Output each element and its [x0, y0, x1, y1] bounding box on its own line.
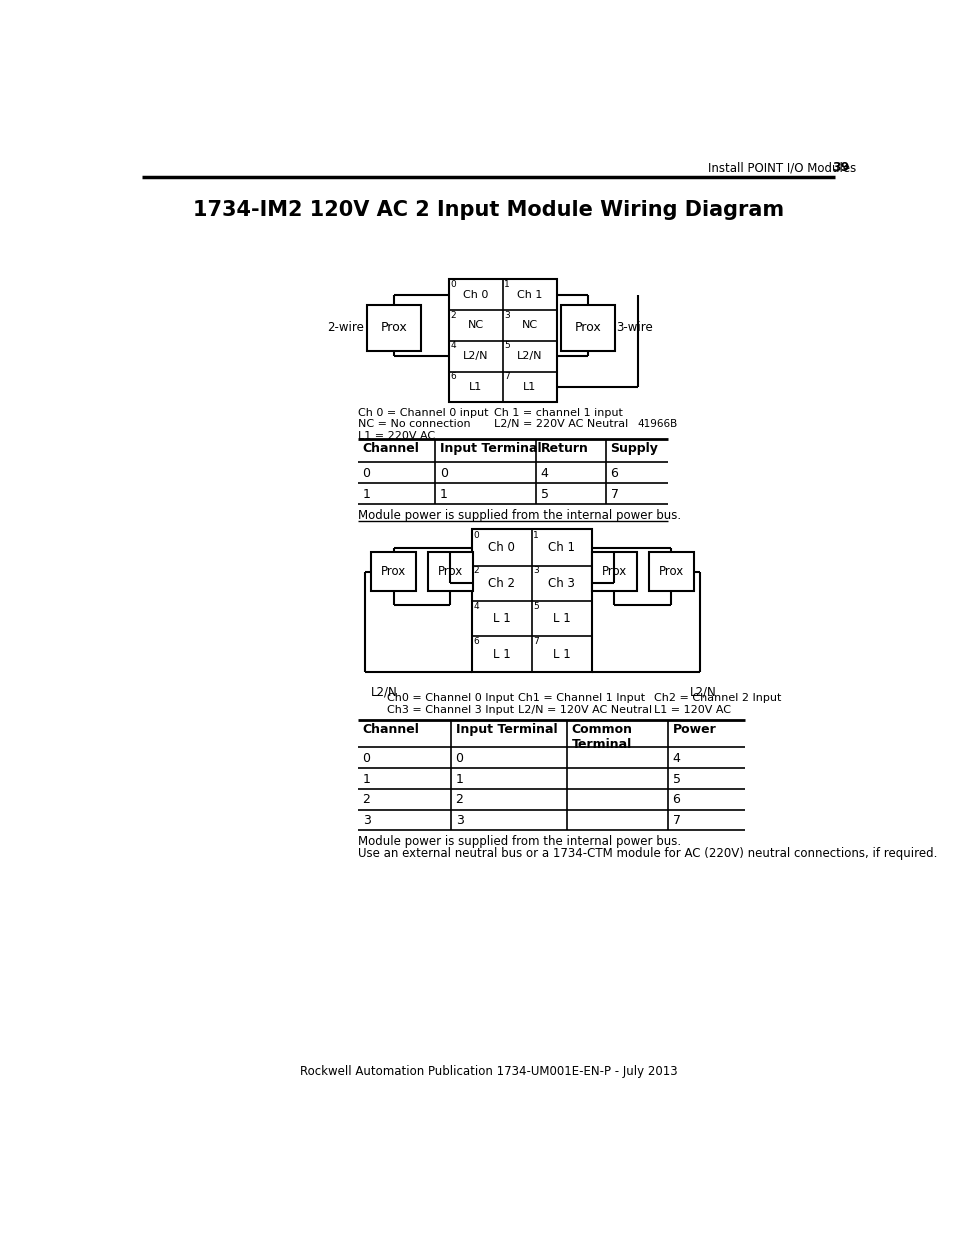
Text: 1: 1 [504, 280, 510, 289]
Text: 3-wire: 3-wire [616, 321, 652, 335]
Text: L1: L1 [469, 382, 482, 391]
Text: Use an external neutral bus or a 1734-CTM module for AC (220V) neutral connectio: Use an external neutral bus or a 1734-CT… [357, 846, 937, 860]
Text: L2/N: L2/N [517, 351, 542, 361]
Text: Ch 1 = channel 1 input: Ch 1 = channel 1 input [493, 408, 621, 417]
Text: 3: 3 [456, 814, 463, 827]
Text: Channel: Channel [362, 724, 419, 736]
Text: Ch 1: Ch 1 [547, 541, 575, 555]
Text: 2: 2 [473, 567, 478, 576]
Text: L2/N: L2/N [462, 351, 488, 361]
Text: Prox: Prox [437, 566, 462, 578]
Text: Module power is supplied from the internal power bus.: Module power is supplied from the intern… [357, 835, 680, 848]
Bar [367, 305, 421, 351]
Text: L 1: L 1 [493, 647, 510, 661]
Text: L 1: L 1 [552, 613, 570, 625]
Text: 2: 2 [456, 793, 463, 806]
Text: Ch 0 = Channel 0 input: Ch 0 = Channel 0 input [357, 408, 488, 417]
Text: Ch0 = Channel 0 Input: Ch0 = Channel 0 Input [386, 693, 514, 704]
Text: 3: 3 [504, 311, 510, 320]
Text: 1: 1 [362, 488, 370, 500]
Text: Ch3 = Channel 3 Input: Ch3 = Channel 3 Input [386, 705, 514, 715]
Text: L2/N: L2/N [689, 685, 716, 699]
Text: Ch 0: Ch 0 [462, 289, 488, 300]
Text: 4: 4 [450, 341, 456, 351]
Text: 7: 7 [504, 372, 510, 382]
Text: 6: 6 [672, 793, 679, 806]
Text: 5: 5 [672, 773, 679, 785]
Text: Module power is supplied from the internal power bus.: Module power is supplied from the intern… [357, 509, 680, 521]
Text: 6: 6 [473, 637, 478, 646]
Text: NC: NC [521, 320, 537, 330]
Text: 5: 5 [504, 341, 510, 351]
Text: Supply: Supply [610, 442, 658, 456]
Text: 39: 39 [831, 162, 848, 174]
Text: 1: 1 [439, 488, 448, 500]
Text: L1 = 220V AC: L1 = 220V AC [357, 431, 435, 441]
Text: 4: 4 [473, 601, 478, 611]
Text: Rockwell Automation Publication 1734-UM001E-EN-P - July 2013: Rockwell Automation Publication 1734-UM0… [300, 1065, 677, 1077]
Bar [371, 552, 416, 592]
Bar [648, 552, 693, 592]
Text: 1: 1 [362, 773, 370, 785]
Text: 1734-IM2 120V AC 2 Input Module Wiring Diagram: 1734-IM2 120V AC 2 Input Module Wiring D… [193, 200, 783, 220]
Text: Prox: Prox [380, 321, 407, 335]
Text: 0: 0 [456, 752, 463, 764]
Text: Ch2 = Channel 2 Input: Ch2 = Channel 2 Input [654, 693, 781, 704]
Text: Ch 1: Ch 1 [517, 289, 542, 300]
Text: Prox: Prox [601, 566, 626, 578]
Text: Return: Return [540, 442, 588, 456]
Text: Power: Power [672, 724, 716, 736]
Text: 4: 4 [672, 752, 679, 764]
Bar [592, 552, 637, 592]
Text: Input Terminal: Input Terminal [456, 724, 557, 736]
Text: L2/N: L2/N [371, 685, 397, 699]
Text: Install POINT I/O Modules: Install POINT I/O Modules [707, 162, 856, 174]
Text: 5: 5 [533, 601, 538, 611]
Text: 2-wire: 2-wire [327, 321, 364, 335]
Text: Ch 2: Ch 2 [488, 577, 515, 590]
Text: 6: 6 [610, 467, 618, 480]
Text: Input Terminal: Input Terminal [439, 442, 541, 456]
Text: 0: 0 [450, 280, 456, 289]
Text: 6: 6 [450, 372, 456, 382]
Text: NC = No connection: NC = No connection [357, 419, 470, 430]
Text: 7: 7 [672, 814, 679, 827]
Bar [427, 552, 472, 592]
Text: Ch 0: Ch 0 [488, 541, 515, 555]
Text: 7: 7 [610, 488, 618, 500]
Text: Prox: Prox [658, 566, 683, 578]
Text: 2: 2 [450, 311, 456, 320]
Text: Common
Terminal: Common Terminal [571, 724, 632, 751]
Text: Prox: Prox [574, 321, 601, 335]
Text: Ch 3: Ch 3 [547, 577, 575, 590]
Text: 3: 3 [362, 814, 370, 827]
Text: L1 = 120V AC: L1 = 120V AC [654, 705, 730, 715]
Bar [560, 305, 615, 351]
Text: 7: 7 [533, 637, 538, 646]
Text: 0: 0 [473, 531, 478, 540]
Text: 4: 4 [540, 467, 548, 480]
Text: Ch1 = Channel 1 Input: Ch1 = Channel 1 Input [517, 693, 645, 704]
Text: Prox: Prox [380, 566, 406, 578]
Text: 2: 2 [362, 793, 370, 806]
Text: L2/N = 120V AC Neutral: L2/N = 120V AC Neutral [517, 705, 652, 715]
Text: 3: 3 [533, 567, 538, 576]
Text: L1: L1 [523, 382, 536, 391]
Text: L 1: L 1 [493, 613, 510, 625]
Text: L2/N = 220V AC Neutral: L2/N = 220V AC Neutral [493, 419, 627, 430]
Text: 0: 0 [362, 467, 370, 480]
Text: 0: 0 [439, 467, 448, 480]
Bar [472, 530, 592, 672]
Text: 0: 0 [362, 752, 370, 764]
Text: 1: 1 [533, 531, 538, 540]
Text: 41966B: 41966B [637, 419, 677, 430]
Text: 1: 1 [456, 773, 463, 785]
Text: NC: NC [467, 320, 483, 330]
Text: L 1: L 1 [552, 647, 570, 661]
Bar [448, 279, 557, 403]
Text: 5: 5 [540, 488, 548, 500]
Text: Channel: Channel [362, 442, 419, 456]
